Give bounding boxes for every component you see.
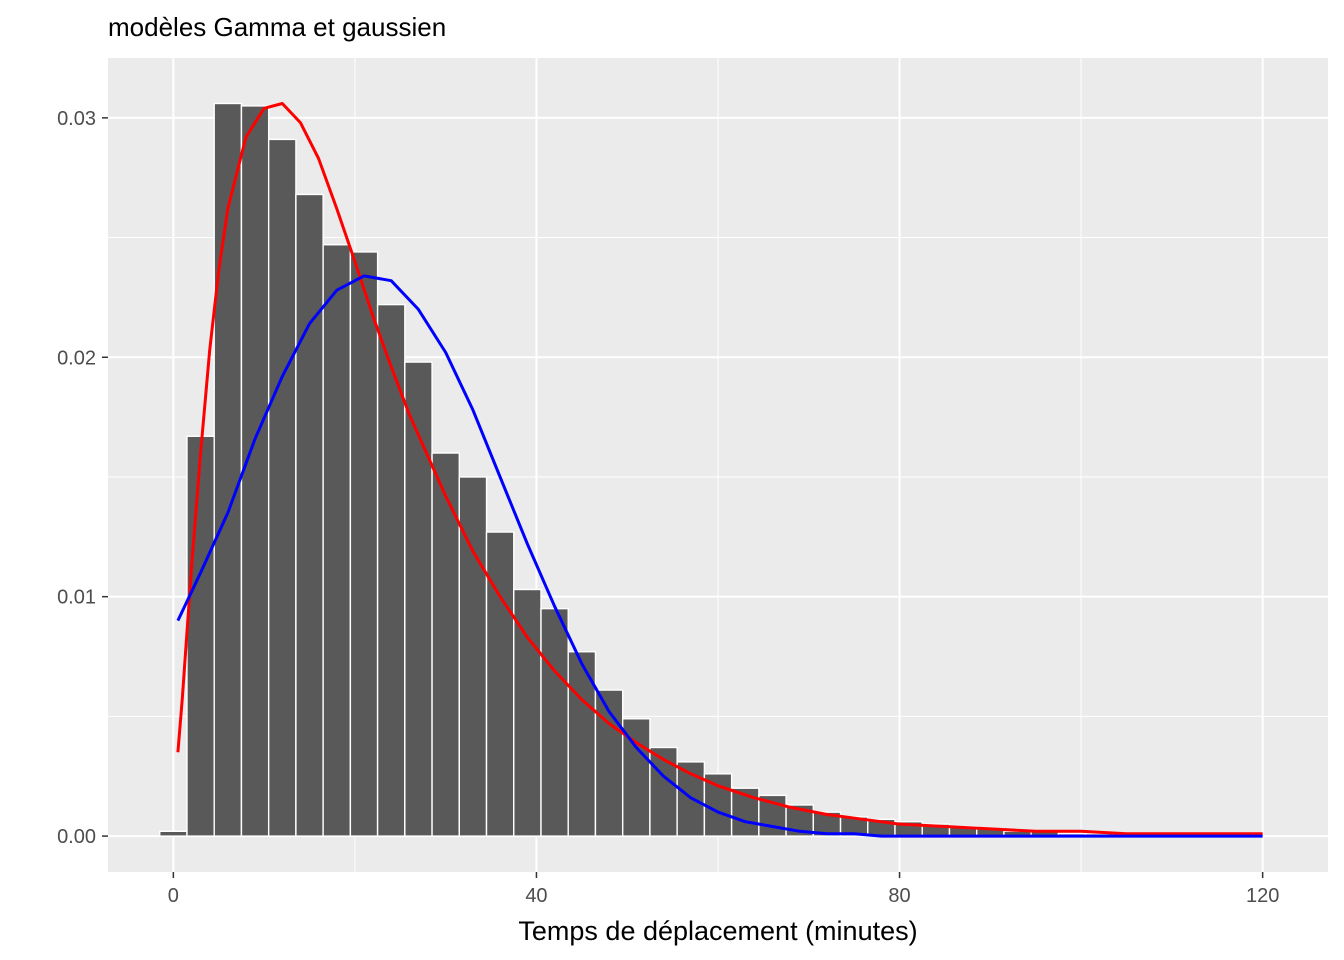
density-curves bbox=[176, 102, 1263, 838]
histogram-bar bbox=[240, 105, 270, 837]
histogram-bar bbox=[213, 102, 243, 837]
histogram-bar bbox=[186, 435, 215, 837]
y-tick-label: 0.02 bbox=[57, 347, 96, 369]
gaussian-density-line bbox=[176, 274, 1263, 838]
histogram-bars bbox=[159, 102, 1196, 837]
histogram-bar bbox=[404, 361, 433, 837]
histogram-bar bbox=[159, 830, 188, 837]
histogram-bar bbox=[649, 746, 678, 837]
histogram-bar bbox=[458, 476, 488, 837]
histogram-bar bbox=[540, 607, 569, 837]
histogram-bar bbox=[322, 244, 352, 837]
x-axis-title: Temps de déplacement (minutes) bbox=[518, 916, 917, 946]
histogram-bar bbox=[513, 588, 542, 837]
histogram-bar bbox=[295, 193, 324, 837]
y-tick-label: 0.00 bbox=[57, 826, 96, 848]
x-tick-label: 40 bbox=[525, 885, 547, 907]
x-tick-label: 0 bbox=[168, 885, 179, 907]
x-tick-label: 80 bbox=[888, 885, 910, 907]
histogram-bar bbox=[349, 251, 379, 837]
y-tick-label: 0.03 bbox=[57, 108, 96, 130]
histogram-bar bbox=[267, 138, 297, 837]
gamma-density-line bbox=[176, 102, 1263, 836]
x-tick-label: 120 bbox=[1246, 885, 1279, 907]
histogram-bar bbox=[376, 303, 406, 837]
histogram-bar bbox=[621, 718, 651, 837]
y-tick-label: 0.01 bbox=[57, 587, 96, 609]
x-axis: 0 40 80 120 bbox=[168, 872, 1279, 907]
chart-title: modèles Gamma et gaussien bbox=[108, 12, 446, 42]
histogram-bar bbox=[485, 531, 515, 837]
histogram-bar bbox=[431, 452, 460, 837]
y-axis: 0.00 0.01 0.02 0.03 bbox=[57, 108, 108, 848]
